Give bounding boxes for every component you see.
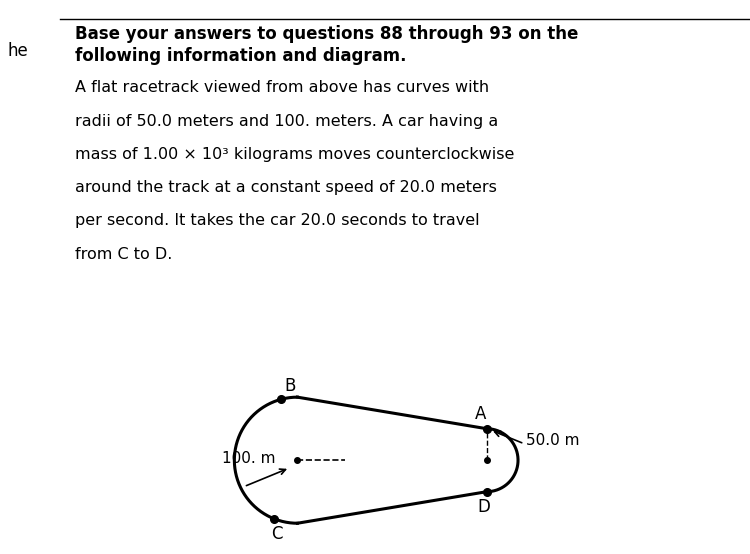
- Text: 50.0 m: 50.0 m: [526, 433, 579, 448]
- Text: per second. It takes the car 20.0 seconds to travel: per second. It takes the car 20.0 second…: [75, 213, 480, 228]
- Text: he: he: [8, 42, 28, 59]
- Text: following information and diagram.: following information and diagram.: [75, 47, 407, 65]
- Text: C: C: [272, 525, 283, 543]
- Text: A: A: [475, 405, 486, 423]
- Text: 100. m: 100. m: [222, 451, 275, 466]
- Text: from C to D.: from C to D.: [75, 247, 172, 261]
- Text: A flat racetrack viewed from above has curves with: A flat racetrack viewed from above has c…: [75, 80, 489, 95]
- Text: D: D: [477, 498, 490, 516]
- Text: Base your answers to questions 88 through 93 on the: Base your answers to questions 88 throug…: [75, 25, 578, 43]
- Text: B: B: [284, 377, 296, 395]
- Text: radii of 50.0 meters and 100. meters. A car having a: radii of 50.0 meters and 100. meters. A …: [75, 114, 498, 129]
- Text: mass of 1.00 × 10³ kilograms moves counterclockwise: mass of 1.00 × 10³ kilograms moves count…: [75, 147, 514, 162]
- Text: around the track at a constant speed of 20.0 meters: around the track at a constant speed of …: [75, 180, 497, 195]
